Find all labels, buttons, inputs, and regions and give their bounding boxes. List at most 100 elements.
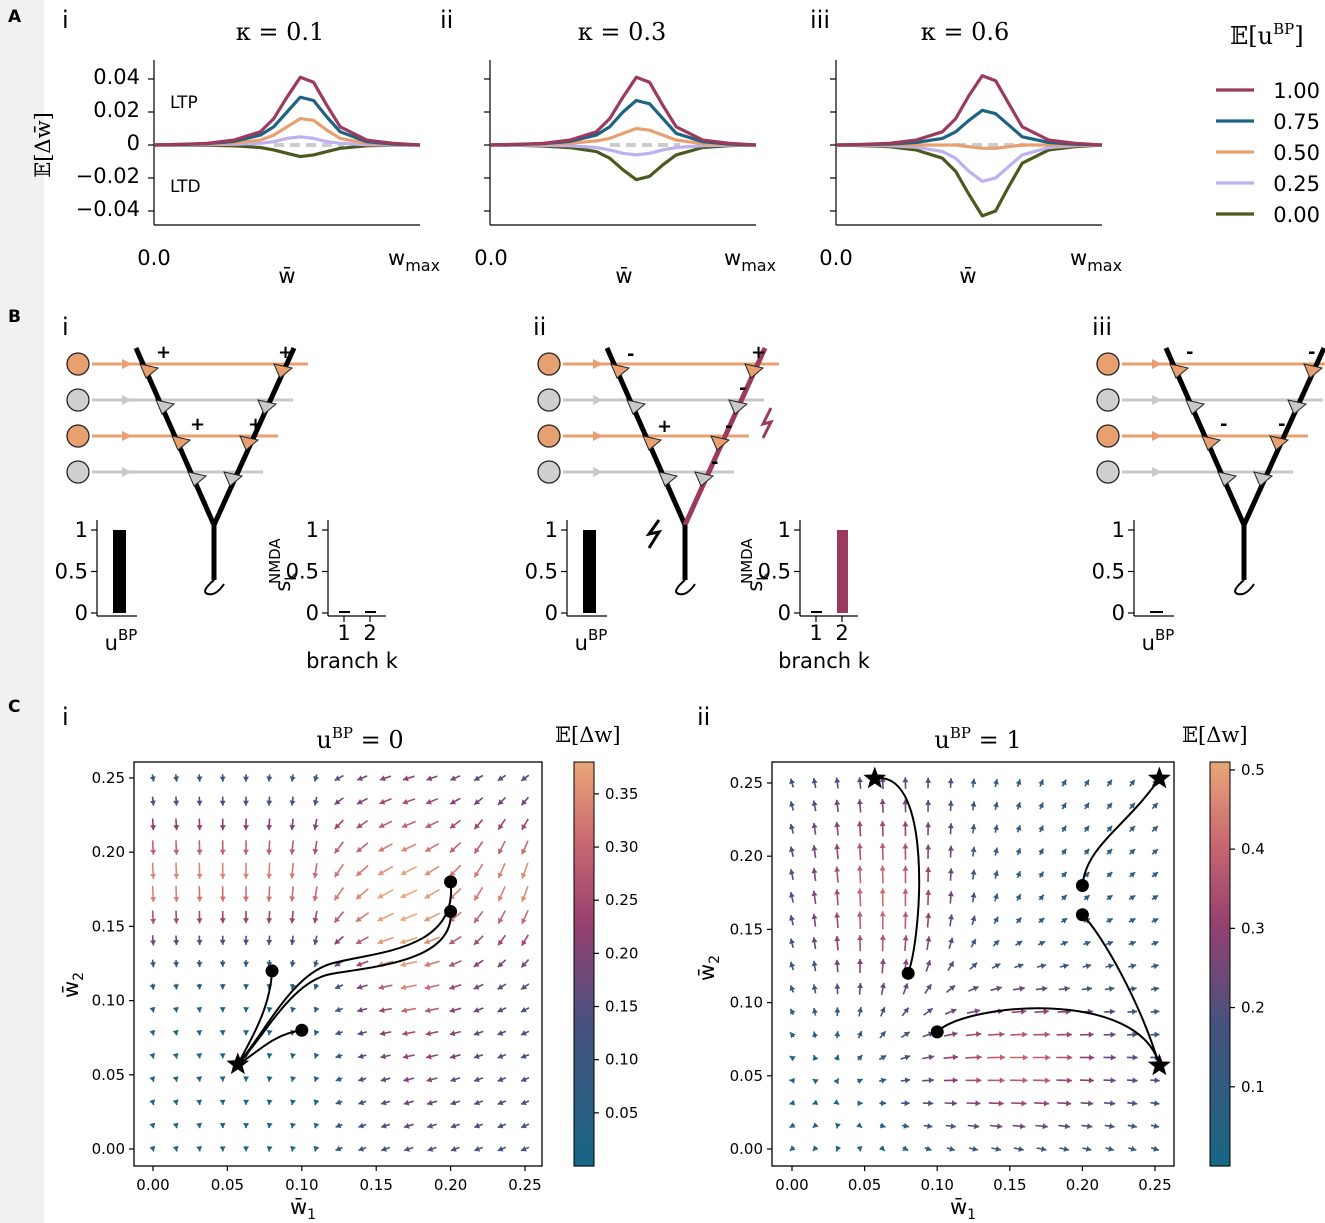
synapse [239, 435, 260, 451]
c-ylabel-sub: 2 [71, 972, 87, 981]
vector-arrowhead [835, 1145, 842, 1152]
vector-arrowhead [425, 1007, 431, 1014]
vector-arrowhead [928, 1100, 934, 1107]
quiver-xtick-label: 0.10 [920, 1176, 953, 1194]
a-ytick-label: 0.04 [93, 65, 140, 89]
vector-arrowhead [856, 911, 863, 917]
colorbar-segment [574, 1098, 594, 1106]
colorbar-segment [574, 937, 594, 945]
vector-arrowhead [312, 895, 319, 902]
colorbar-segment [574, 997, 594, 1005]
colorbar-segment [574, 970, 594, 979]
vector-arrowhead [196, 1099, 203, 1105]
vector-arrowhead [149, 776, 156, 782]
vector-arrowhead [474, 775, 481, 781]
roman-b-i: i [62, 313, 69, 341]
vector-arrowhead [904, 1100, 910, 1107]
vector-arrowhead [1152, 849, 1158, 855]
vector-arrowhead [1154, 1008, 1160, 1015]
vector-arrowhead [856, 1146, 863, 1152]
series-line-0.25 [489, 143, 757, 157]
vector-arrowhead [1083, 895, 1090, 901]
input-neuron [66, 388, 90, 412]
bar-xtick-label: 1 [337, 621, 350, 645]
vector-arrowhead [379, 1030, 386, 1037]
vector-arrowhead [219, 873, 226, 879]
axon-arrow-icon [1152, 395, 1162, 405]
vector-arrowhead [149, 1145, 156, 1152]
vector-arrowhead [150, 897, 157, 903]
series-line-0.00 [489, 143, 757, 182]
quiver-ytick-label: 0.00 [730, 1140, 763, 1158]
bar-ytick-label: 0 [778, 601, 791, 625]
vector-arrowhead [379, 1007, 385, 1014]
vector-arrowhead [834, 844, 841, 850]
vector-arrowhead [150, 918, 157, 924]
vector-arrowhead [266, 1053, 273, 1059]
vector-arrowhead [1131, 1123, 1137, 1129]
vector-arrowhead [313, 1052, 320, 1059]
vector-arrowhead [993, 847, 999, 854]
vector-arrowhead [219, 1146, 226, 1152]
vector-arrowhead [1040, 963, 1047, 969]
bar-xtick-label: 1 [809, 621, 822, 645]
vector-arrowhead [243, 776, 249, 782]
vector-arrowhead [290, 983, 296, 990]
vector-arrowhead [1042, 1123, 1048, 1130]
vector-arrowhead [970, 939, 976, 945]
vector-arrowhead [313, 1076, 320, 1082]
vector-arrowhead [902, 911, 909, 917]
colorbar-segment [574, 1132, 594, 1140]
panel-b: i ii iii + ++ + - +-+ -- - -- - 10.50uBP10.50u… [55, 313, 1325, 673]
bar-nmda-branch [365, 611, 376, 613]
colorbar-segment [1210, 923, 1230, 931]
series-line-1.00 [835, 74, 1103, 147]
vector-arrowhead [378, 869, 384, 876]
panel-label-b: B [8, 307, 21, 327]
legend-title-text: 𝔼[u [1230, 22, 1273, 50]
vector-arrowhead [1108, 1145, 1114, 1152]
vector-arrowhead [1041, 1146, 1047, 1152]
vector-arrowhead [976, 1054, 982, 1061]
a-ytick-label: −0.02 [76, 164, 140, 188]
plasticity-sign: - [725, 416, 732, 437]
input-neuron [537, 424, 561, 448]
legend-title-close: ] [1294, 22, 1303, 50]
bar-ubp [113, 530, 126, 613]
vector-arrowhead [497, 1030, 504, 1036]
vector-arrowhead [380, 775, 386, 782]
colorbar-segment [1210, 1017, 1230, 1026]
vector-arrowhead [149, 1122, 156, 1129]
vector-arrowhead [973, 1123, 980, 1130]
vector-arrowhead [1038, 894, 1044, 901]
vector-arrowhead [997, 1123, 1003, 1130]
colorbar-segment [574, 950, 594, 958]
trajectory [874, 777, 921, 974]
vector-arrowhead [1106, 849, 1113, 855]
vector-arrowhead [902, 959, 909, 965]
vector-arrowhead [521, 775, 527, 781]
synapse [171, 435, 192, 451]
vector-arrowhead [196, 918, 203, 924]
a-ytick-label: −0.04 [76, 197, 140, 221]
bar-xtick-label: 2 [835, 621, 848, 645]
vector-arrowhead [266, 1099, 273, 1105]
vector-arrowhead [811, 778, 818, 784]
vector-arrowhead [219, 961, 226, 967]
vector-arrowhead [1132, 1100, 1138, 1107]
vector-arrowhead [1015, 894, 1021, 901]
vector-arrowhead [521, 848, 527, 855]
vector-arrowhead [1106, 872, 1113, 878]
synapse [273, 363, 294, 379]
vector-arrowhead [856, 888, 863, 894]
vector-arrowhead [219, 825, 226, 831]
vector-arrowhead [1066, 1031, 1072, 1038]
vector-arrowhead [172, 1145, 179, 1152]
fixed-point-star-icon [1147, 766, 1171, 789]
vector-arrowhead [834, 1007, 841, 1013]
start-point [444, 875, 458, 889]
vector-arrowhead [312, 848, 319, 855]
colorbar-segment [1210, 762, 1230, 770]
vector-arrowhead [1131, 986, 1137, 992]
vector-arrowhead [358, 1122, 365, 1129]
